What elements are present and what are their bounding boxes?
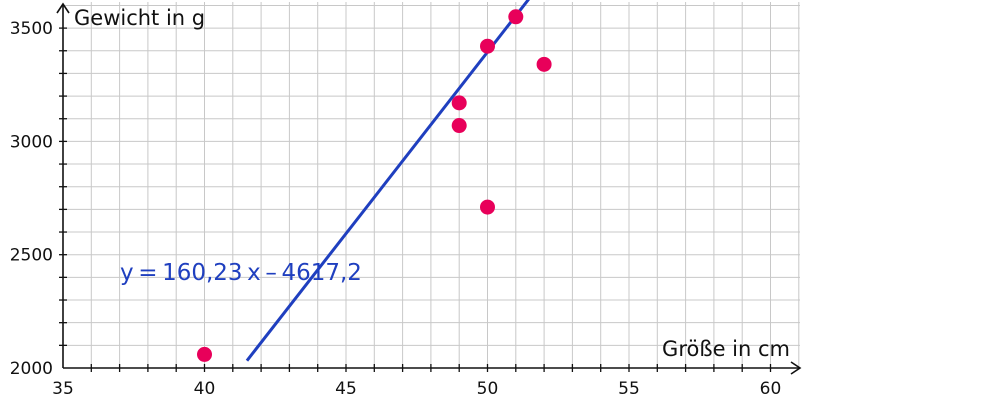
x-axis-arrow <box>790 361 802 375</box>
x-tick-label: 40 <box>194 379 216 399</box>
data-point <box>451 118 467 134</box>
regression-line <box>245 0 530 362</box>
x-tick-label: 60 <box>760 379 782 399</box>
y-axis-title: Gewicht in g <box>74 6 205 30</box>
axis-ticks: 3540455055602000250030003500400045005000 <box>10 19 782 399</box>
y-tick-label: 2500 <box>10 246 53 266</box>
y-tick-label: 2000 <box>10 359 53 379</box>
y-tick-label: 3500 <box>10 19 53 39</box>
data-points <box>197 9 552 362</box>
data-point <box>480 38 495 54</box>
grid <box>63 2 800 368</box>
data-point <box>536 56 552 72</box>
data-point <box>480 199 495 215</box>
regression-equation: y = 160,23 x – 4617,2 <box>120 260 362 286</box>
data-point <box>451 95 467 111</box>
axes <box>56 2 802 375</box>
x-tick-label: 50 <box>477 379 499 399</box>
regression-layer <box>245 0 530 362</box>
x-axis-title: Größe in cm <box>662 337 790 361</box>
data-point <box>508 9 524 25</box>
data-point <box>197 346 212 362</box>
y-axis-arrow <box>56 2 70 14</box>
x-tick-label: 55 <box>618 379 640 399</box>
y-tick-label: 3000 <box>10 132 53 152</box>
x-tick-label: 35 <box>52 379 74 399</box>
x-tick-label: 45 <box>335 379 357 399</box>
